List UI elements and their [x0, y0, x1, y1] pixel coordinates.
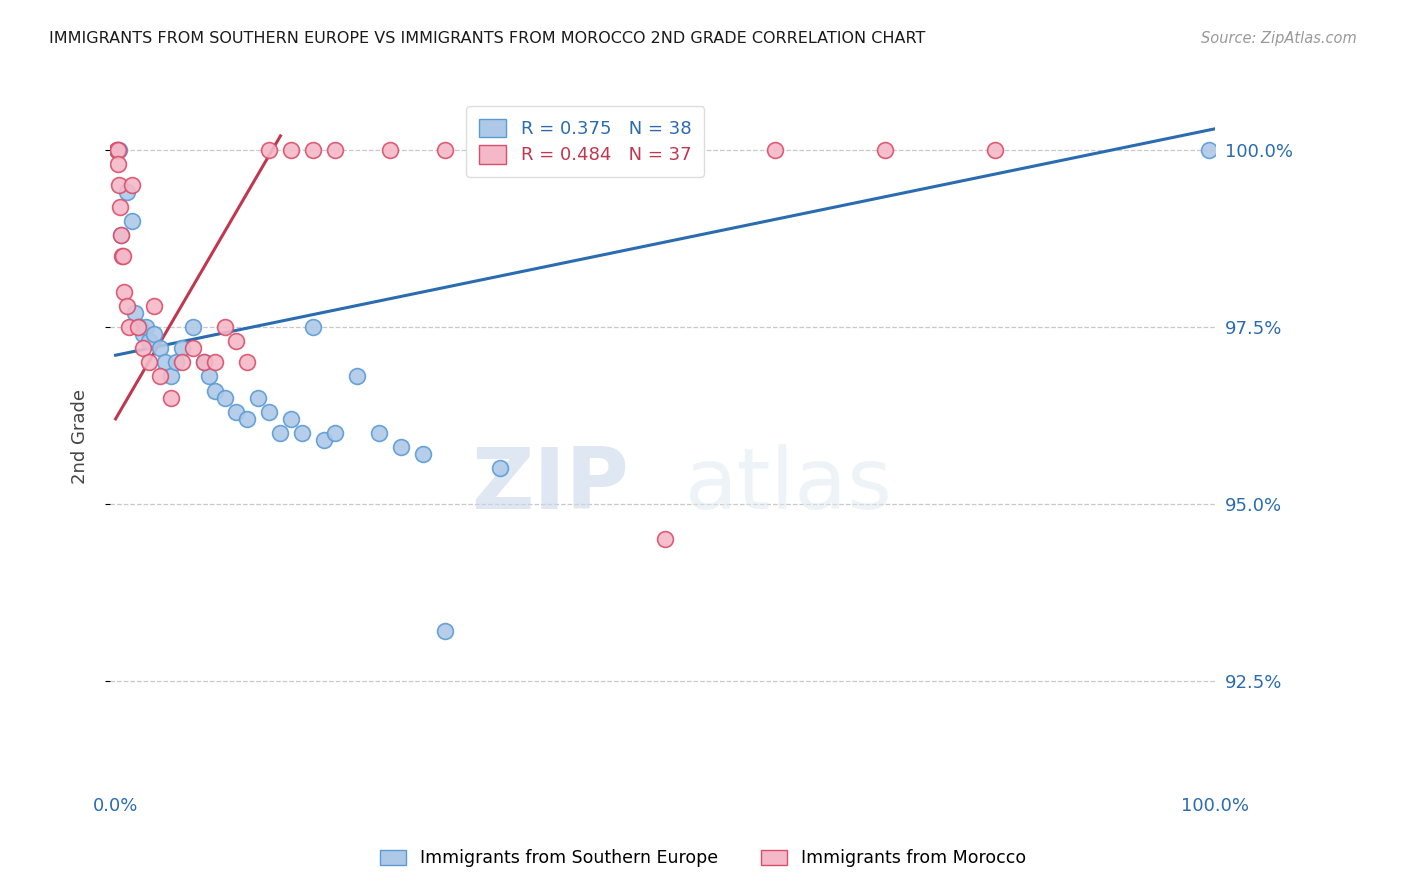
- Point: [389, 440, 412, 454]
- Point: [380, 143, 402, 157]
- Point: [1198, 143, 1220, 157]
- Text: atlas: atlas: [685, 444, 893, 527]
- Point: [121, 178, 143, 193]
- Point: [291, 425, 314, 440]
- Point: [325, 143, 347, 157]
- Point: [108, 178, 131, 193]
- Point: [159, 369, 181, 384]
- Text: ZIP: ZIP: [471, 444, 630, 527]
- Point: [198, 369, 221, 384]
- Point: [118, 320, 141, 334]
- Point: [280, 412, 302, 426]
- Point: [302, 320, 325, 334]
- Point: [111, 249, 134, 263]
- Text: IMMIGRANTS FROM SOUTHERN EUROPE VS IMMIGRANTS FROM MOROCCO 2ND GRADE CORRELATION: IMMIGRANTS FROM SOUTHERN EUROPE VS IMMIG…: [49, 31, 925, 46]
- Point: [236, 412, 259, 426]
- Point: [138, 355, 160, 369]
- Point: [193, 355, 215, 369]
- Point: [108, 143, 131, 157]
- Point: [269, 425, 291, 440]
- Point: [247, 391, 270, 405]
- Point: [412, 447, 434, 461]
- Point: [204, 384, 226, 398]
- Point: [204, 355, 226, 369]
- Point: [181, 341, 204, 355]
- Point: [110, 227, 132, 242]
- Point: [434, 143, 457, 157]
- Point: [489, 461, 512, 475]
- Point: [170, 355, 193, 369]
- Point: [368, 425, 391, 440]
- Point: [128, 320, 150, 334]
- Point: [236, 355, 259, 369]
- Point: [984, 143, 1007, 157]
- Point: [138, 334, 160, 348]
- Point: [544, 143, 567, 157]
- Point: [873, 143, 896, 157]
- Point: [280, 143, 302, 157]
- Point: [225, 334, 247, 348]
- Point: [107, 157, 129, 171]
- Point: [259, 143, 281, 157]
- Point: [214, 320, 236, 334]
- Point: [112, 285, 135, 299]
- Point: [115, 186, 138, 200]
- Point: [110, 227, 132, 242]
- Point: [132, 341, 155, 355]
- Point: [143, 326, 166, 341]
- Point: [225, 405, 247, 419]
- Point: [259, 405, 281, 419]
- Point: [107, 143, 129, 157]
- Point: [434, 624, 457, 639]
- Point: [654, 532, 676, 546]
- Point: [143, 299, 166, 313]
- Point: [112, 249, 135, 263]
- Point: [763, 143, 786, 157]
- Point: [214, 391, 236, 405]
- Point: [135, 320, 157, 334]
- Point: [314, 433, 336, 447]
- Point: [153, 355, 176, 369]
- Point: [346, 369, 368, 384]
- Point: [108, 200, 131, 214]
- Point: [121, 214, 143, 228]
- Legend: R = 0.375   N = 38, R = 0.484   N = 37: R = 0.375 N = 38, R = 0.484 N = 37: [467, 106, 704, 178]
- Legend: Immigrants from Southern Europe, Immigrants from Morocco: Immigrants from Southern Europe, Immigra…: [373, 843, 1033, 874]
- Point: [127, 320, 149, 334]
- Point: [132, 326, 155, 341]
- Point: [127, 320, 149, 334]
- Point: [193, 355, 215, 369]
- Point: [148, 369, 170, 384]
- Point: [181, 320, 204, 334]
- Point: [148, 341, 170, 355]
- Point: [124, 306, 146, 320]
- Point: [170, 341, 193, 355]
- Text: Source: ZipAtlas.com: Source: ZipAtlas.com: [1201, 31, 1357, 46]
- Point: [159, 391, 181, 405]
- Y-axis label: 2nd Grade: 2nd Grade: [72, 389, 89, 484]
- Point: [115, 299, 138, 313]
- Point: [165, 355, 187, 369]
- Point: [325, 425, 347, 440]
- Point: [105, 143, 128, 157]
- Point: [105, 143, 128, 157]
- Point: [302, 143, 325, 157]
